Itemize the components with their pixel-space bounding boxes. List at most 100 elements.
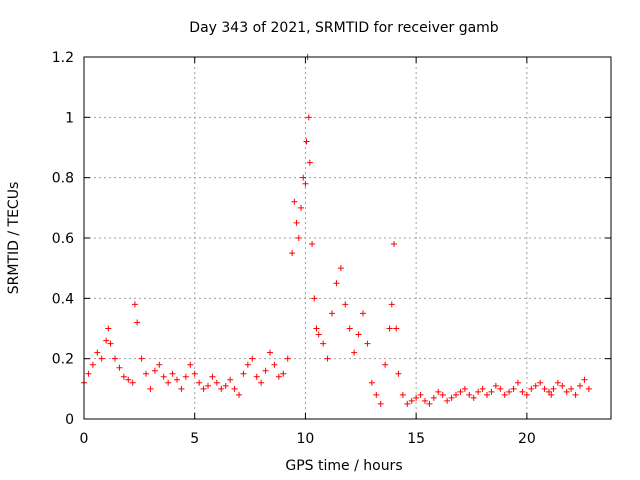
data-point [303, 138, 310, 145]
data-point [572, 391, 579, 398]
data-point [298, 204, 304, 211]
data-point [213, 379, 220, 386]
data-point [165, 379, 172, 386]
data-point [337, 265, 344, 272]
data-point [129, 379, 136, 386]
data-point [205, 382, 211, 389]
data-point [408, 397, 415, 404]
data-point [143, 370, 149, 377]
data-point [222, 382, 229, 389]
data-point [151, 367, 158, 374]
data-point [417, 391, 424, 398]
data-point [373, 391, 380, 398]
data-point [346, 325, 353, 332]
data-point [131, 301, 138, 308]
data-point [457, 388, 464, 395]
data-point [541, 385, 548, 392]
data-point [98, 355, 105, 362]
data-point [196, 379, 203, 386]
data-point [329, 310, 335, 317]
data-point [324, 355, 331, 362]
data-point [258, 379, 265, 386]
data-point [156, 361, 163, 368]
data-point [116, 364, 123, 371]
data-point [333, 280, 340, 287]
y-tick-label: 0 [65, 412, 74, 428]
plot-frame [83, 56, 612, 420]
data-point [169, 370, 176, 377]
x-tick-labels: 0 5 10 15 20 [80, 431, 536, 447]
data-point [382, 361, 389, 368]
axis-ticks [83, 56, 611, 420]
data-point [393, 325, 400, 332]
grid-lines [84, 57, 611, 419]
data-point [209, 373, 216, 380]
data-point [311, 295, 318, 302]
data-point [147, 385, 154, 392]
data-point [492, 382, 499, 389]
data-point [523, 391, 530, 398]
x-tick-label: 5 [190, 431, 199, 447]
data-point [550, 385, 557, 392]
x-axis-label: GPS time / hours [285, 458, 402, 474]
data-point [182, 373, 189, 380]
data-point [391, 241, 397, 248]
data-point [501, 391, 508, 398]
data-point [355, 331, 362, 338]
data-point [262, 367, 269, 374]
data-point [395, 370, 402, 377]
data-point [160, 373, 167, 380]
data-point [585, 385, 592, 392]
data-point [178, 385, 185, 392]
data-point [315, 331, 322, 338]
y-tick-label: 0.2 [52, 352, 74, 368]
data-point [134, 319, 141, 326]
data-point [105, 325, 112, 332]
data-point [187, 361, 194, 368]
data-point [244, 361, 251, 368]
data-point [537, 379, 544, 386]
data-point [548, 391, 555, 398]
data-point [306, 159, 313, 166]
data-point [377, 400, 384, 407]
data-point [510, 385, 517, 392]
y-tick-label: 0.4 [52, 291, 74, 307]
data-point [125, 376, 132, 383]
data-point [532, 382, 539, 389]
data-point [497, 385, 504, 392]
data-point [470, 394, 477, 401]
data-point [563, 388, 570, 395]
data-point [320, 340, 327, 347]
data-point [453, 391, 459, 398]
data-point [439, 391, 446, 398]
data-point [413, 394, 420, 401]
x-tick-label: 20 [518, 431, 536, 447]
data-point [422, 397, 428, 404]
x-tick-label: 15 [407, 431, 425, 447]
data-point [528, 385, 535, 392]
data-point [280, 370, 287, 377]
data-point [479, 385, 486, 392]
data-point [430, 394, 437, 401]
data-point [107, 340, 114, 347]
data-point [103, 337, 110, 344]
y-tick-label: 0.6 [52, 231, 74, 247]
data-point [200, 385, 207, 392]
data-point [271, 361, 278, 368]
data-point [89, 361, 96, 368]
data-point [302, 180, 309, 187]
data-point [85, 370, 92, 377]
data-point [466, 391, 473, 398]
data-point [581, 376, 588, 383]
chart-title: Day 343 of 2021, SRMTID for receiver gam… [189, 20, 499, 36]
data-point [191, 370, 198, 377]
y-tick-label: 0.8 [52, 171, 74, 187]
data-point [284, 355, 291, 362]
y-tick-label: 1 [65, 110, 74, 126]
data-point [448, 394, 455, 401]
data-point [568, 385, 575, 392]
data-point [289, 250, 296, 257]
data-point [300, 174, 307, 181]
data-point [506, 388, 513, 395]
